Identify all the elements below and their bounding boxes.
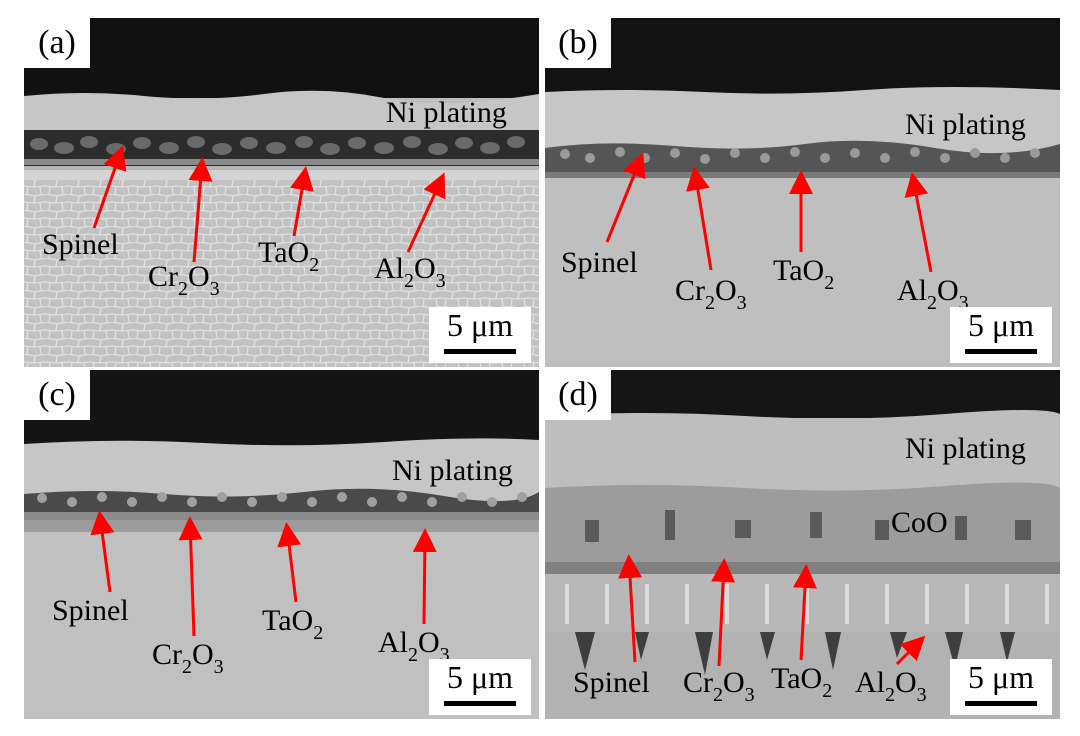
al2o3-label: Al2O3	[374, 252, 446, 292]
ni-plating-label: Ni plating	[905, 432, 1026, 465]
ni-plating-label: Ni plating	[905, 108, 1026, 141]
scale-bar: 5 μm	[950, 307, 1052, 363]
ni-plating-label: Ni plating	[392, 454, 513, 487]
tao2-label: TaO2	[771, 662, 833, 702]
panel-c: (c) Ni plating Spinel Cr2O3 TaO2 Al2O3 5…	[24, 370, 539, 719]
scale-bar-label: 5 μm	[446, 307, 514, 343]
scale-bar-label: 5 μm	[446, 659, 514, 695]
al2o3-label: Al2O3	[897, 274, 969, 314]
panel-a: (a) Ni plating Spinel Cr2O3 TaO2 Al2O3 5…	[24, 18, 539, 367]
panel-d-tag: (d)	[545, 370, 611, 420]
scale-bar-line	[444, 349, 516, 354]
scale-bar: 5 μm	[429, 659, 531, 715]
spinel-label: Spinel	[573, 666, 650, 699]
tao2-label: TaO2	[773, 254, 835, 294]
tao2-label: TaO2	[258, 236, 320, 276]
cr2o3-label: Cr2O3	[148, 260, 220, 300]
scale-bar-label: 5 μm	[967, 659, 1035, 695]
scale-bar: 5 μm	[429, 307, 531, 363]
panel-c-tag: (c)	[24, 370, 90, 420]
spinel-label: Spinel	[52, 594, 129, 627]
ni-plating-label: Ni plating	[386, 96, 507, 129]
tao2-label: TaO2	[262, 604, 324, 644]
scale-bar-label: 5 μm	[967, 307, 1035, 343]
panel-b-tag: (b)	[545, 18, 611, 68]
spinel-label: Spinel	[561, 246, 638, 279]
panel-b: (b) Ni plating Spinel Cr2O3 TaO2 Al2O3 5…	[545, 18, 1060, 367]
al2o3-label: Al2O3	[855, 666, 927, 706]
panel-a-tag: (a)	[24, 18, 90, 68]
coo-label: CoO	[891, 506, 948, 539]
scale-bar-line	[965, 701, 1037, 706]
al2o3-label: Al2O3	[378, 626, 450, 666]
cr2o3-label: Cr2O3	[683, 666, 755, 706]
spinel-label: Spinel	[42, 228, 119, 261]
scale-bar-line	[444, 701, 516, 706]
scale-bar-line	[965, 349, 1037, 354]
panel-d: (d) Ni plating CoO Spinel Cr2O3 TaO2 Al2…	[545, 370, 1060, 719]
cr2o3-label: Cr2O3	[152, 638, 224, 678]
cr2o3-label: Cr2O3	[675, 274, 747, 314]
scale-bar: 5 μm	[950, 659, 1052, 715]
